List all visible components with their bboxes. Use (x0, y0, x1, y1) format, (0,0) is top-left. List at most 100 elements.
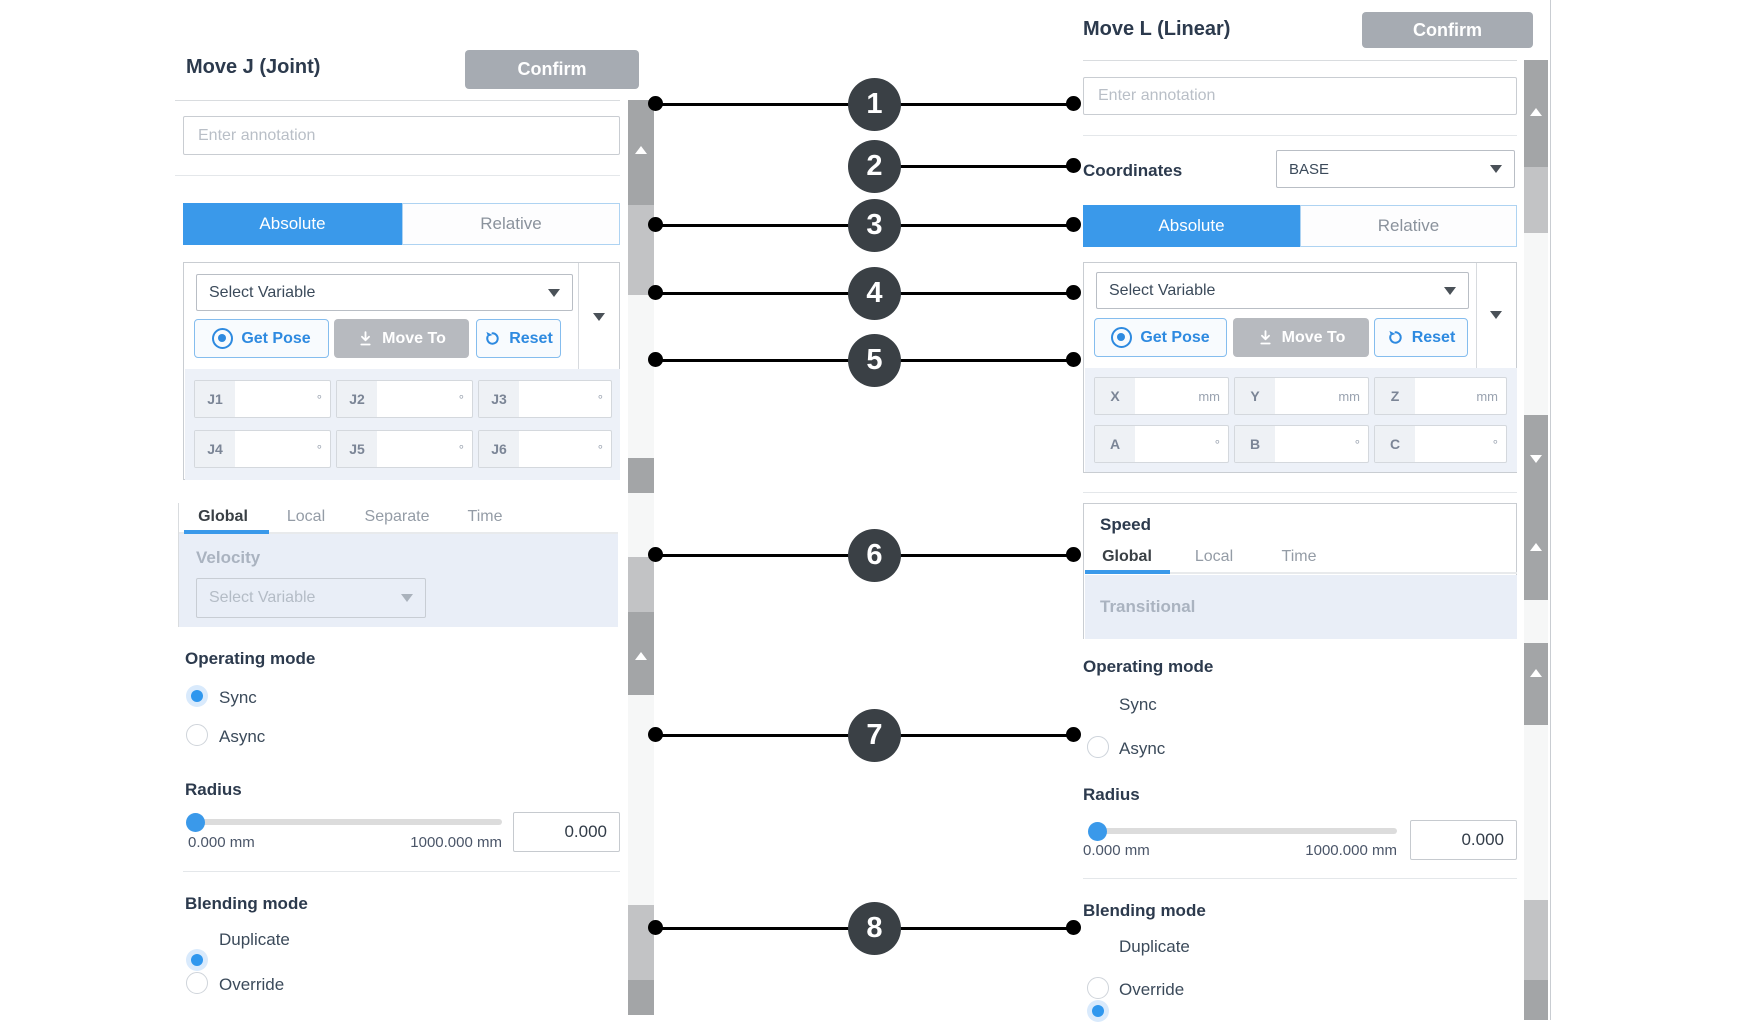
scrollbar-thumb[interactable] (1524, 980, 1548, 1020)
right-radio-duplicate[interactable] (1087, 1000, 1109, 1022)
move-to-icon (360, 331, 371, 346)
left-radius-max-label: 1000.000 mm (410, 834, 502, 851)
left-pose-collapse-button[interactable] (593, 313, 605, 321)
left-field-j3[interactable]: J3 ° (478, 380, 612, 418)
scrollbar-thumb[interactable] (628, 458, 654, 493)
scrollbar-thumb[interactable] (628, 612, 654, 695)
left-confirm-button[interactable]: Confirm (465, 50, 639, 89)
scrollbar-thumb[interactable] (628, 980, 654, 1015)
left-field-j1[interactable]: J1 ° (194, 380, 331, 418)
right-get-pose-button[interactable]: Get Pose (1094, 318, 1227, 357)
right-speed-tab-local[interactable]: Local (1194, 548, 1234, 565)
right-radius-slider-track[interactable] (1090, 828, 1397, 834)
left-radio-override[interactable] (186, 972, 208, 994)
left-radio-duplicate-label[interactable]: Duplicate (219, 930, 290, 949)
right-panel-scrollbar[interactable] (1524, 60, 1548, 1020)
left-reset-button[interactable]: Reset (476, 319, 561, 358)
left-speed-tab-local[interactable]: Local (286, 508, 326, 525)
right-coordinates-value: BASE (1289, 160, 1330, 178)
right-radio-duplicate-label[interactable]: Duplicate (1119, 937, 1190, 956)
left-radio-sync[interactable] (186, 685, 208, 707)
callout-8: 8 (848, 902, 901, 955)
left-speed-tab-time[interactable]: Time (467, 508, 503, 525)
left-radio-sync-label[interactable]: Sync (219, 688, 257, 707)
right-field-a[interactable]: A ° (1094, 425, 1229, 463)
callout-dot (1066, 158, 1081, 173)
right-tab-relative[interactable]: Relative (1300, 205, 1517, 247)
scrollbar-thumb[interactable] (1524, 415, 1548, 600)
left-radio-async-label[interactable]: Async (219, 727, 266, 746)
callout-4: 4 (848, 267, 901, 320)
left-pose-variable-select[interactable]: Select Variable (196, 274, 573, 311)
divider (1476, 263, 1477, 369)
right-clipped-velocity-label: Velocity (1100, 637, 1164, 639)
scrollbar-thumb[interactable] (1524, 60, 1548, 167)
scroll-up-icon[interactable] (1530, 669, 1542, 677)
scroll-up-icon[interactable] (635, 652, 647, 660)
callout-1: 1 (848, 78, 901, 131)
right-transitional-area: Transitional Velocity (1085, 575, 1517, 639)
divider (183, 871, 620, 872)
left-radio-duplicate[interactable] (186, 949, 208, 971)
right-radius-value-input[interactable] (1410, 820, 1517, 860)
scroll-up-icon[interactable] (1530, 108, 1542, 116)
right-radio-override-label[interactable]: Override (1119, 980, 1185, 999)
right-radio-async[interactable] (1087, 736, 1109, 758)
right-field-b[interactable]: B ° (1234, 425, 1369, 463)
left-field-j4[interactable]: J4 ° (194, 430, 331, 468)
right-pose-collapse-button[interactable] (1490, 311, 1502, 319)
left-annotation-input[interactable] (183, 116, 620, 155)
right-pose-variable-select[interactable]: Select Variable (1096, 272, 1469, 309)
right-reset-button[interactable]: Reset (1374, 318, 1468, 357)
right-radio-override[interactable] (1087, 977, 1109, 999)
callout-dot (648, 727, 663, 742)
left-radio-override-label[interactable]: Override (219, 975, 285, 994)
left-tab-absolute[interactable]: Absolute (183, 203, 402, 245)
left-radio-async[interactable] (186, 724, 208, 746)
scrollbar-thumb[interactable] (628, 905, 654, 980)
right-blending-mode-heading: Blending mode (1083, 901, 1206, 920)
scrollbar-thumb[interactable] (1524, 900, 1548, 980)
left-blending-mode-heading: Blending mode (185, 894, 308, 913)
callout-dot (1066, 920, 1081, 935)
left-radius-slider-track[interactable] (188, 819, 502, 825)
left-tab-relative[interactable]: Relative (402, 203, 620, 245)
scroll-up-icon[interactable] (1530, 543, 1542, 551)
left-speed-tab-separate[interactable]: Separate (364, 508, 430, 525)
right-tab-absolute[interactable]: Absolute (1083, 205, 1300, 247)
left-field-j2[interactable]: J2 ° (336, 380, 473, 418)
left-radius-heading: Radius (185, 780, 242, 799)
right-confirm-button[interactable]: Confirm (1362, 12, 1533, 48)
right-field-c[interactable]: C ° (1374, 425, 1507, 463)
get-pose-icon (212, 328, 234, 349)
callout-line-2 (874, 165, 1073, 168)
right-speed-tab-global[interactable]: Global (1102, 548, 1152, 565)
right-radio-sync-label[interactable]: Sync (1119, 695, 1157, 714)
left-field-j6[interactable]: J6 ° (478, 430, 612, 468)
left-velocity-variable-select[interactable]: Select Variable (196, 578, 426, 618)
callout-dot (648, 547, 663, 562)
left-field-j5[interactable]: J5 ° (336, 430, 473, 468)
scrollbar-thumb[interactable] (628, 100, 654, 205)
scrollbar-thumb[interactable] (1524, 167, 1548, 233)
scrollbar-thumb[interactable] (1524, 643, 1548, 725)
left-speed-tab-global[interactable]: Global (198, 508, 248, 525)
callout-7: 7 (848, 709, 901, 762)
right-move-to-button[interactable]: Move To (1233, 318, 1369, 357)
scroll-up-icon[interactable] (635, 146, 647, 154)
left-get-pose-button[interactable]: Get Pose (194, 319, 329, 358)
left-panel-scrollbar[interactable] (628, 100, 654, 1015)
left-radius-slider-thumb[interactable] (186, 813, 205, 832)
right-radius-slider-thumb[interactable] (1088, 822, 1107, 841)
right-radio-async-label[interactable]: Async (1119, 739, 1166, 758)
scroll-down-icon[interactable] (1530, 455, 1542, 463)
right-coordinates-select[interactable]: BASE (1276, 150, 1515, 188)
right-speed-tab-time[interactable]: Time (1281, 548, 1317, 565)
scrollbar-thumb[interactable] (628, 557, 654, 612)
left-move-to-button[interactable]: Move To (334, 319, 469, 358)
right-annotation-input[interactable] (1083, 77, 1517, 115)
left-radius-value-input[interactable] (513, 812, 620, 852)
